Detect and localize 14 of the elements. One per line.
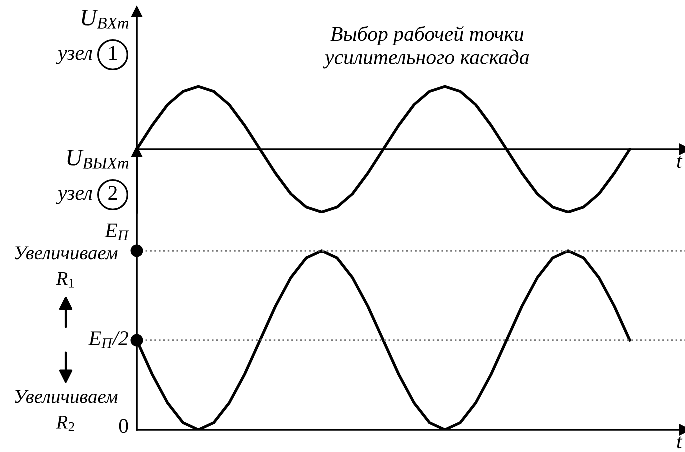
- text: 1: [110, 46, 117, 60]
- text: Увеличиваем R$_{2}$: [15, 390, 118, 432]
- y-axis-title: U$_{ВХm}$: [82, 10, 129, 29]
- text: Увеличиваем R$_{1}$: [15, 246, 118, 288]
- text: узел: [56, 190, 92, 204]
- text: 2: [108, 186, 118, 200]
- ref-line-label: E$_{П}$/2: [88, 332, 128, 348]
- text: узел: [56, 50, 92, 64]
- x-axis-title: t: [677, 436, 683, 449]
- y-axis-title: U$_{ВЫХm}$: [68, 150, 129, 169]
- x-axis-title: t: [677, 156, 683, 168]
- text: 0: [119, 419, 128, 434]
- ref-line-label: E$_{П}$: [104, 224, 130, 240]
- chart-title: Выбор рабочей точки усилительного каскада: [323, 26, 530, 69]
